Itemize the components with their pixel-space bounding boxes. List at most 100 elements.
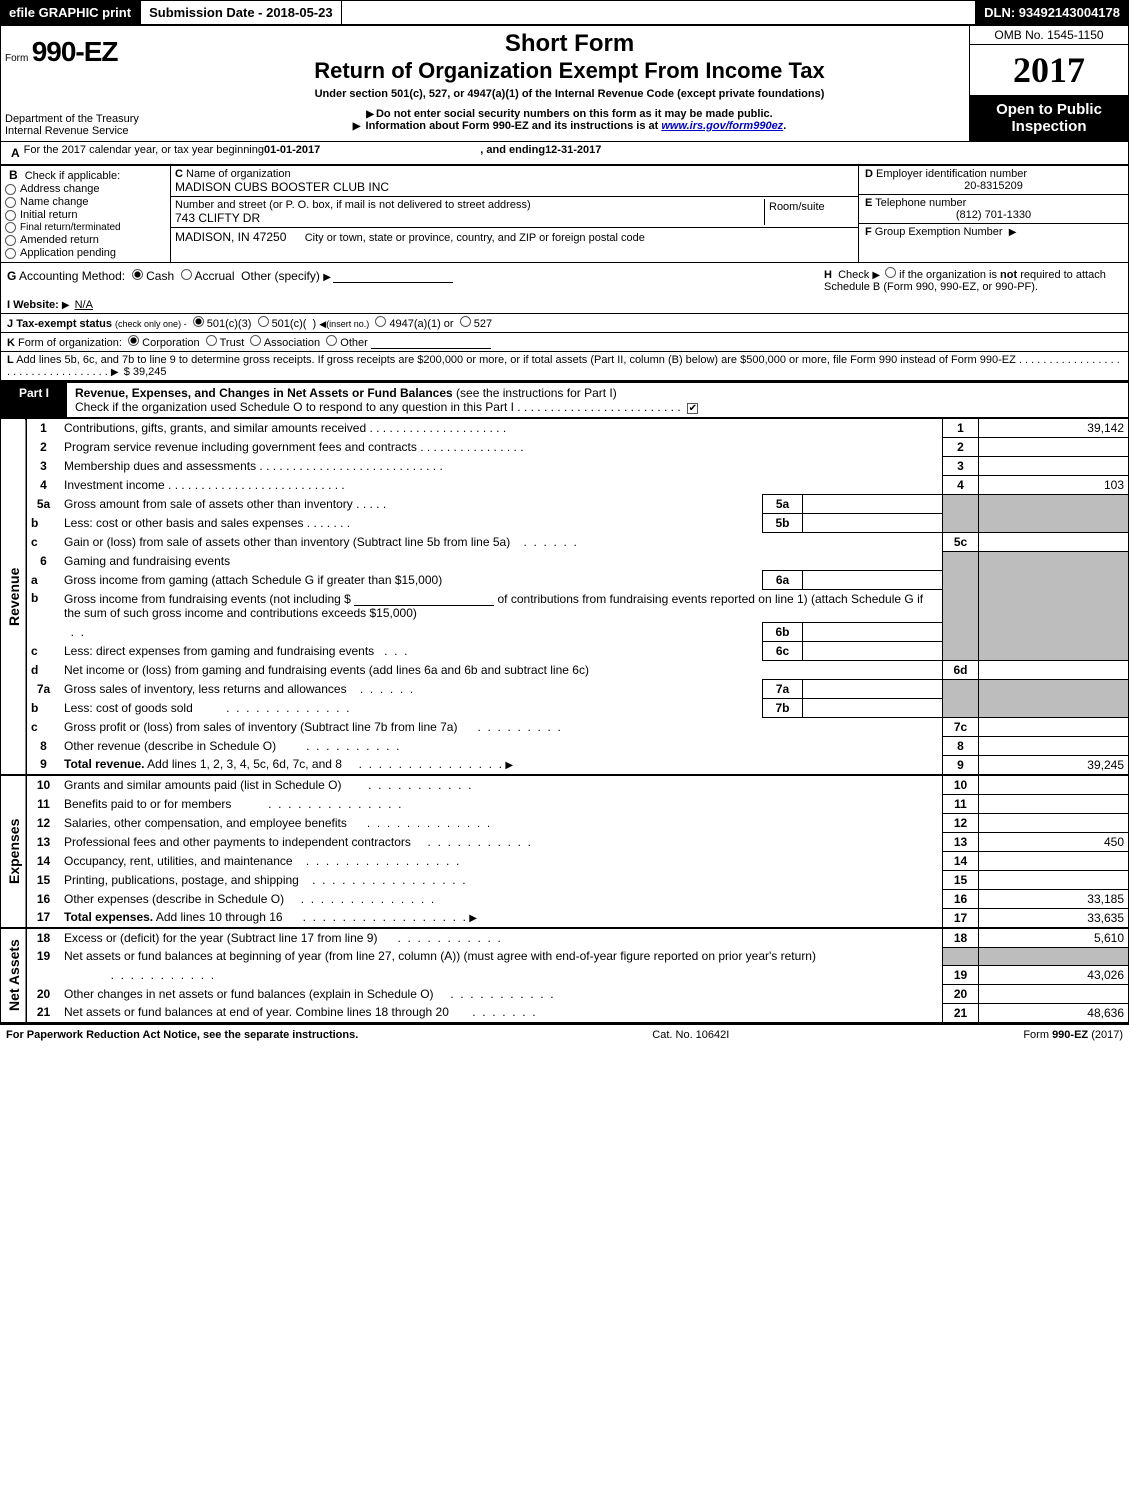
l19-d: Net assets or fund balances at beginning… xyxy=(64,949,816,963)
form-prefix: Form xyxy=(5,53,28,64)
l5a-n: 5a xyxy=(26,495,60,514)
form-id-col: Form 990-EZ Department of the Treasury I… xyxy=(0,25,170,142)
footer-left: For Paperwork Reduction Act Notice, see … xyxy=(6,1029,358,1041)
b-opt-3: Final return/terminated xyxy=(20,222,121,233)
radio-icon[interactable] xyxy=(132,269,143,280)
section-c: C Name of organization MADISON CUBS BOOS… xyxy=(171,166,858,262)
radio-icon[interactable] xyxy=(460,316,471,327)
l20-n: 20 xyxy=(26,984,60,1003)
l3-box: 3 xyxy=(943,457,979,476)
l7c-box: 7c xyxy=(943,717,979,736)
footer-right-post: (2017) xyxy=(1088,1029,1123,1041)
part-1-header: Part I Revenue, Expenses, and Changes in… xyxy=(0,381,1129,418)
l6a-d: Gross income from gaming (attach Schedul… xyxy=(64,573,442,587)
l5b-d: Less: cost or other basis and sales expe… xyxy=(64,516,303,530)
l18-d: Excess or (deficit) for the year (Subtra… xyxy=(64,931,377,945)
line-j: J Tax-exempt status (check only one) - 5… xyxy=(0,314,1129,333)
l9-d2: Add lines 1, 2, 3, 4, 5c, 6d, 7c, and 8 xyxy=(144,757,341,771)
gh-row: G Accounting Method: Cash Accrual Other … xyxy=(0,263,1129,297)
k-o3: Association xyxy=(264,337,320,349)
line-a: A For the 2017 calendar year, or tax yea… xyxy=(0,142,1129,166)
bullet-1: Do not enter social security numbers on … xyxy=(376,108,773,120)
radio-icon[interactable] xyxy=(128,335,139,346)
l19-amt: 43,026 xyxy=(979,965,1129,984)
b-opt-2: Initial return xyxy=(20,209,77,221)
line-l: L Add lines 5b, 6c, and 7b to line 9 to … xyxy=(0,352,1129,381)
l16-box: 16 xyxy=(943,889,979,908)
letter-h: H xyxy=(824,269,832,281)
l17-n: 17 xyxy=(26,908,60,928)
submission-date: Submission Date - 2018-05-23 xyxy=(140,0,342,25)
l16-n: 16 xyxy=(26,889,60,908)
website: N/A xyxy=(75,299,93,311)
radio-icon[interactable] xyxy=(5,197,16,208)
l5a-midval xyxy=(803,495,943,514)
b-title: Check if applicable: xyxy=(25,170,120,182)
title-center: Short Form Return of Organization Exempt… xyxy=(170,25,969,142)
l6d-amt xyxy=(979,660,1129,679)
radio-icon[interactable] xyxy=(5,210,16,221)
l10-d: Grants and similar amounts paid (list in… xyxy=(64,778,341,792)
l7c-amt xyxy=(979,717,1129,736)
l6b-input[interactable] xyxy=(354,594,494,606)
arrow-icon xyxy=(111,366,121,378)
radio-icon[interactable] xyxy=(5,184,16,195)
l17-d: Total expenses. xyxy=(64,910,153,924)
l5a-mid: 5a xyxy=(763,495,803,514)
instructions-link[interactable]: www.irs.gov/form990ez xyxy=(661,120,783,132)
radio-icon[interactable] xyxy=(181,269,192,280)
radio-icon[interactable] xyxy=(885,267,896,278)
tax-year: 2017 xyxy=(970,45,1128,95)
arrow-icon xyxy=(505,757,513,771)
line-a-mid: , and ending xyxy=(480,144,545,162)
radio-icon[interactable] xyxy=(326,335,337,346)
h-not: not xyxy=(1000,269,1017,281)
bullet-2-post: . xyxy=(783,120,786,132)
l8-box: 8 xyxy=(943,736,979,755)
radio-icon[interactable] xyxy=(206,335,217,346)
l16-amt: 33,185 xyxy=(979,889,1129,908)
l6-d: Gaming and fundraising events xyxy=(64,554,230,568)
l19-n: 19 xyxy=(26,947,60,984)
l5a-d: Gross amount from sale of assets other t… xyxy=(64,497,353,511)
radio-icon[interactable] xyxy=(258,316,269,327)
arrow-icon xyxy=(353,120,363,132)
line-k: K Form of organization: Corporation Trus… xyxy=(0,333,1129,352)
l4-box: 4 xyxy=(943,476,979,495)
side-netassets: Net Assets xyxy=(1,928,27,1023)
title-block: Form 990-EZ Department of the Treasury I… xyxy=(0,25,1129,142)
l9-n: 9 xyxy=(26,755,60,775)
omb: OMB No. 1545-1150 xyxy=(970,26,1128,45)
g-title: Accounting Method: xyxy=(19,269,125,283)
f-title: Group Exemption Number xyxy=(875,226,1003,238)
l7c-d: Gross profit or (loss) from sales of inv… xyxy=(64,720,457,734)
l9-amt: 39,245 xyxy=(979,755,1129,775)
j-o2-hint: (insert no.) xyxy=(326,319,369,329)
k-other-input[interactable] xyxy=(371,337,491,349)
under-section: Under section 501(c), 527, or 4947(a)(1)… xyxy=(174,88,965,100)
b-opt-1: Name change xyxy=(20,196,89,208)
radio-icon[interactable] xyxy=(193,316,204,327)
l6b-d1: Gross income from fundraising events (no… xyxy=(64,592,351,606)
radio-icon[interactable] xyxy=(375,316,386,327)
l13-d: Professional fees and other payments to … xyxy=(64,835,411,849)
g-other-input[interactable] xyxy=(333,271,453,283)
c-name-label: Name of organization xyxy=(186,168,291,180)
l5c-box: 5c xyxy=(943,533,979,552)
g-accrual: Accrual xyxy=(194,269,234,283)
checkbox-icon[interactable] xyxy=(687,403,698,414)
section-def: D Employer identification number 20-8315… xyxy=(858,166,1128,262)
l14-d: Occupancy, rent, utilities, and maintena… xyxy=(64,854,293,868)
radio-icon[interactable] xyxy=(250,335,261,346)
l7b-midval xyxy=(803,698,943,717)
radio-icon[interactable] xyxy=(5,222,16,233)
l7c-n: c xyxy=(26,717,60,736)
bullet-2-pre: Information about Form 990-EZ and its in… xyxy=(366,120,662,132)
radio-icon[interactable] xyxy=(5,248,16,259)
l7a-d: Gross sales of inventory, less returns a… xyxy=(64,682,347,696)
radio-icon[interactable] xyxy=(5,235,16,246)
arrow-icon xyxy=(1009,226,1019,238)
l20-d: Other changes in net assets or fund bala… xyxy=(64,987,434,1001)
line-a-begin: 01-01-2017 xyxy=(264,144,320,162)
l5c-amt xyxy=(979,533,1129,552)
